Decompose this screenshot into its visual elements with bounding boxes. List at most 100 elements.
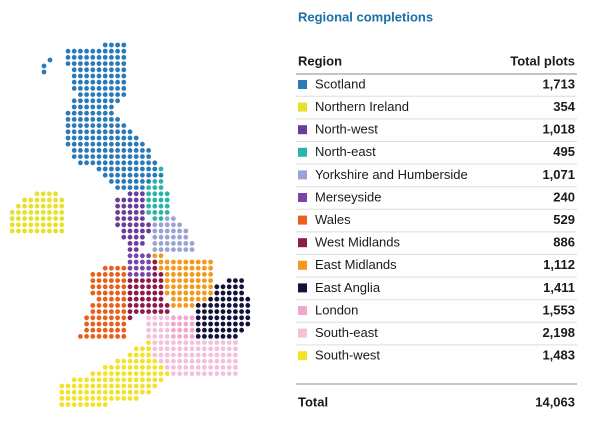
map-dot bbox=[115, 129, 120, 135]
map-dot bbox=[146, 154, 152, 160]
map-dot bbox=[233, 327, 238, 333]
map-dot bbox=[158, 296, 164, 302]
map-dot bbox=[133, 197, 139, 203]
map-dot bbox=[9, 228, 15, 234]
map-dot bbox=[84, 396, 89, 401]
map-dot bbox=[9, 222, 15, 228]
map-dot bbox=[90, 110, 96, 116]
map-dot bbox=[202, 327, 207, 333]
map-dot bbox=[109, 272, 114, 277]
map-dot bbox=[59, 197, 65, 203]
swatch bbox=[298, 125, 307, 135]
map-dot bbox=[115, 160, 120, 166]
map-dot bbox=[115, 296, 120, 302]
map-dot bbox=[233, 358, 238, 364]
map-dot bbox=[158, 185, 164, 191]
map-dot bbox=[171, 365, 176, 370]
map-dot bbox=[171, 265, 176, 271]
map-dot bbox=[133, 222, 139, 228]
map-dot bbox=[177, 290, 183, 296]
map-dot bbox=[208, 340, 214, 345]
map-dot bbox=[140, 352, 145, 358]
map-dot bbox=[183, 340, 189, 345]
map-dot bbox=[133, 396, 139, 401]
map-dot bbox=[96, 135, 102, 141]
map-dot bbox=[164, 284, 170, 290]
map-dot bbox=[96, 290, 102, 296]
map-dot bbox=[90, 117, 96, 122]
map-dot bbox=[127, 278, 133, 283]
map-dot bbox=[28, 216, 34, 222]
map-dot bbox=[90, 48, 96, 54]
map-dot bbox=[59, 210, 65, 215]
map-dot bbox=[195, 352, 201, 358]
map-dot bbox=[140, 265, 145, 271]
map-dot bbox=[158, 210, 164, 215]
map-dot bbox=[195, 303, 201, 308]
map-dot bbox=[115, 92, 120, 97]
map-dot bbox=[96, 389, 102, 395]
map-dot bbox=[102, 160, 108, 166]
map-dot bbox=[233, 371, 238, 376]
map-dot bbox=[233, 296, 238, 302]
map-dot bbox=[202, 346, 207, 352]
map-dot bbox=[78, 61, 83, 66]
map-dot bbox=[121, 365, 127, 370]
map-dot bbox=[177, 303, 183, 308]
map-dot bbox=[78, 86, 83, 91]
map-dot bbox=[127, 371, 133, 376]
map-dot bbox=[158, 352, 164, 358]
map-dot bbox=[220, 340, 226, 345]
map-dot bbox=[109, 327, 114, 333]
map-dot bbox=[84, 92, 89, 97]
map-dot bbox=[202, 340, 207, 345]
map-dot bbox=[59, 216, 65, 222]
map-dot bbox=[220, 303, 226, 308]
map-dot bbox=[121, 265, 127, 271]
map-dot bbox=[65, 61, 71, 66]
map-dot bbox=[140, 389, 145, 395]
map-dot bbox=[140, 241, 145, 246]
map-dot bbox=[158, 284, 164, 290]
map-dot bbox=[239, 278, 245, 283]
map-dot bbox=[109, 86, 114, 91]
swatch bbox=[298, 193, 307, 202]
map-dot bbox=[171, 278, 176, 283]
map-dot bbox=[121, 321, 127, 327]
map-dot bbox=[158, 216, 164, 222]
map-dot bbox=[171, 290, 176, 296]
map-dot bbox=[109, 296, 114, 302]
map-dot bbox=[133, 259, 139, 265]
map-dot bbox=[239, 284, 245, 290]
title: Regional completions bbox=[298, 9, 433, 24]
map-dot bbox=[121, 197, 127, 203]
map-dot bbox=[109, 315, 114, 321]
dot-map bbox=[9, 42, 251, 407]
map-dot bbox=[183, 371, 189, 376]
map-dot bbox=[183, 327, 189, 333]
map-dot bbox=[189, 272, 195, 277]
map-dot bbox=[158, 203, 164, 209]
map-dot bbox=[121, 296, 127, 302]
map-dot bbox=[41, 63, 47, 69]
map-dot bbox=[84, 321, 89, 327]
map-dot bbox=[226, 321, 232, 327]
map-dot bbox=[183, 247, 189, 253]
map-dot bbox=[115, 42, 120, 48]
map-dot bbox=[220, 358, 226, 364]
map-dot bbox=[220, 334, 226, 339]
map-dot bbox=[96, 377, 102, 383]
map-dot bbox=[133, 296, 139, 302]
map-dot bbox=[78, 123, 83, 128]
map-dot bbox=[239, 309, 245, 314]
map-dot bbox=[140, 222, 145, 228]
map-dot bbox=[189, 371, 195, 376]
map-dot bbox=[158, 241, 164, 246]
map-dot bbox=[127, 135, 133, 141]
map-dot bbox=[84, 148, 89, 153]
map-dot bbox=[233, 309, 238, 314]
map-dot bbox=[59, 228, 65, 234]
map-dot bbox=[53, 228, 58, 234]
map-dot bbox=[177, 327, 183, 333]
